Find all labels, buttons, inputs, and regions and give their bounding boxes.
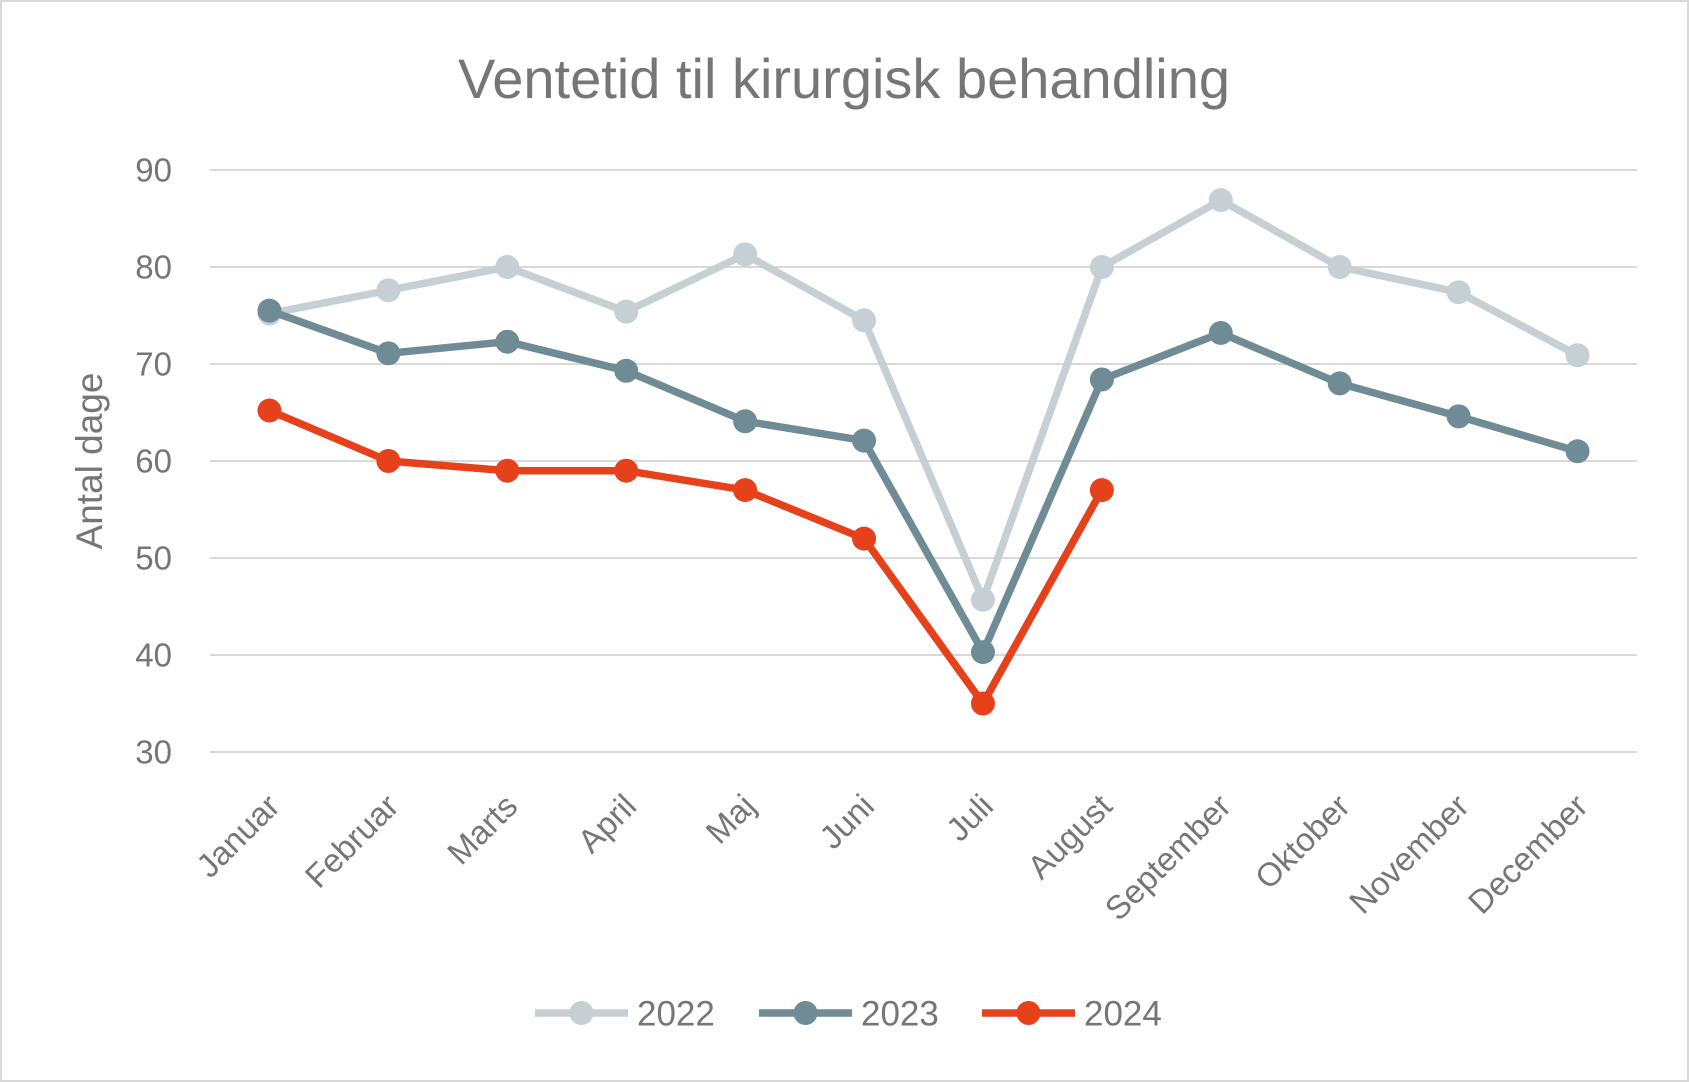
series-2023-point-april bbox=[614, 358, 639, 383]
y-axis-tick-labels: 30 40 50 60 70 80 90 bbox=[135, 152, 172, 771]
legend-item-2022: 2022 bbox=[535, 994, 715, 1033]
y-tick-label: 30 bbox=[135, 734, 172, 771]
series-2022-point-april bbox=[614, 299, 639, 324]
series-2024-point-maj bbox=[733, 478, 758, 503]
legend-marker bbox=[569, 1001, 594, 1025]
series-2023 bbox=[257, 298, 1590, 665]
series-2023-point-februar bbox=[376, 341, 401, 366]
series-2022-point-juni bbox=[852, 308, 877, 333]
chart-title: Ventetid til kirurgisk behandling bbox=[458, 47, 1230, 110]
series-2022-point-juli bbox=[970, 587, 995, 612]
y-tick-label: 50 bbox=[135, 540, 172, 577]
y-tick-label: 60 bbox=[135, 443, 172, 480]
series-2024-point-juli bbox=[970, 691, 995, 716]
series-2023-point-januar bbox=[257, 298, 282, 323]
series-2023-point-marts bbox=[495, 329, 520, 354]
legend-label: 2024 bbox=[1084, 994, 1162, 1033]
series-2022-line bbox=[265, 196, 1582, 604]
legend-marker bbox=[793, 1001, 818, 1025]
series-2023-point-august bbox=[1089, 367, 1114, 392]
series-2022-point-oktober bbox=[1327, 255, 1352, 279]
series-2024-point-august bbox=[1089, 478, 1114, 503]
series-2023-point-juli bbox=[970, 640, 995, 665]
series-2022-point-november bbox=[1446, 280, 1471, 305]
series-2023-point-september bbox=[1208, 320, 1233, 345]
series-2023-point-december bbox=[1565, 439, 1590, 464]
legend-item-2023: 2023 bbox=[759, 994, 939, 1033]
legend-label: 2023 bbox=[861, 994, 939, 1033]
series-2022-point-maj bbox=[733, 242, 758, 267]
y-axis-title: Antal dage bbox=[69, 373, 110, 550]
gridlines bbox=[210, 169, 1637, 753]
series-2024-point-januar bbox=[257, 398, 282, 423]
legend-label: 2022 bbox=[637, 994, 715, 1033]
y-tick-label: 40 bbox=[135, 637, 172, 674]
series-2023-point-oktober bbox=[1327, 371, 1352, 396]
series-2024-point-juni bbox=[852, 526, 877, 551]
series-2024-point-april bbox=[614, 458, 639, 483]
y-tick-label: 90 bbox=[135, 152, 172, 189]
series-2022-point-februar bbox=[376, 278, 401, 303]
legend: 2022 2023 2024 bbox=[535, 994, 1162, 1033]
y-tick-label: 70 bbox=[135, 346, 172, 383]
series-2022-point-august bbox=[1089, 255, 1114, 279]
series-2024-line bbox=[265, 406, 1106, 708]
series-2024-point-februar bbox=[376, 449, 401, 473]
series-2022 bbox=[257, 188, 1590, 612]
series-2024 bbox=[257, 398, 1114, 716]
series-2022-point-marts bbox=[495, 255, 520, 279]
plot-series bbox=[257, 188, 1590, 716]
series-2022-point-december bbox=[1565, 343, 1590, 368]
series-2024-point-marts bbox=[495, 458, 520, 483]
y-tick-label: 80 bbox=[135, 249, 172, 286]
series-2023-line bbox=[265, 306, 1582, 656]
series-2023-point-juni bbox=[852, 428, 877, 453]
legend-item-2024: 2024 bbox=[982, 994, 1162, 1033]
series-2022-point-september bbox=[1208, 188, 1233, 213]
legend-marker bbox=[1016, 1001, 1041, 1025]
series-2023-point-november bbox=[1446, 404, 1471, 429]
series-2023-point-maj bbox=[733, 409, 758, 434]
